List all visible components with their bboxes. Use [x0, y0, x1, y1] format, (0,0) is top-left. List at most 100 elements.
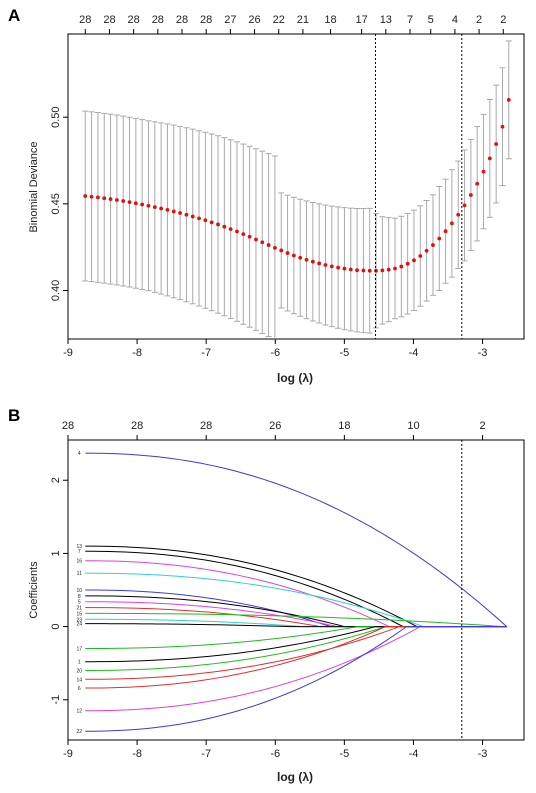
panel-b-y-axis: -1 0 1 2 — [50, 477, 68, 705]
a-deviance-point — [96, 195, 100, 200]
b-y-tick-label: 0 — [50, 624, 62, 630]
b-coefficient-line-label: 13 — [76, 544, 82, 550]
b-coefficient-line-label: 4 — [78, 451, 81, 457]
a-top-tick-label: 2 — [476, 14, 482, 26]
a-top-tick-label: 28 — [152, 14, 164, 26]
b-coefficient-line-label: 12 — [76, 709, 82, 715]
b-coefficient-line-label: 1 — [78, 660, 81, 666]
a-deviance-point — [481, 169, 486, 174]
a-top-tick-label: 27 — [224, 14, 236, 26]
a-deviance-point — [310, 259, 315, 264]
a-deviance-point — [342, 266, 347, 271]
b-y-tick-label: 1 — [50, 550, 62, 556]
a-deviance-point — [348, 267, 353, 272]
b-coefficient-line-label: 23 — [76, 617, 82, 623]
panel-a-label: A — [8, 6, 20, 25]
a-deviance-point — [380, 268, 385, 273]
b-coefficient-line — [85, 572, 507, 628]
b-coefficient-line — [85, 545, 507, 628]
b-coefficient-line-label: 11 — [77, 571, 82, 577]
a-top-tick-label: 28 — [200, 14, 212, 26]
a-deviance-point — [152, 205, 157, 210]
b-coefficient-line-label: 15 — [76, 611, 82, 617]
b-coefficient-line — [85, 550, 507, 628]
b-y-tick-label: 2 — [50, 477, 62, 483]
a-top-tick-label: 26 — [248, 14, 260, 26]
a-deviance-point — [399, 264, 404, 269]
a-top-tick-label: 5 — [428, 14, 434, 26]
a-x-tick-label: -7 — [201, 347, 211, 359]
a-deviance-point — [494, 142, 499, 146]
a-deviance-point — [462, 203, 467, 208]
b-coefficient-line — [85, 626, 507, 671]
b-coefficient-line — [85, 626, 507, 712]
b-coefficient-line-label: 8 — [78, 594, 81, 600]
a-deviance-point — [216, 222, 220, 227]
b-coefficient-line-label: 21 — [76, 606, 82, 612]
a-deviance-point — [114, 198, 119, 202]
a-deviance-point — [506, 97, 511, 102]
b-coefficient-line — [85, 618, 507, 628]
a-deviance-point — [273, 245, 277, 250]
a-deviance-point — [178, 211, 182, 215]
a-deviance-point — [197, 216, 201, 221]
panel-a-reference-lines — [374, 34, 463, 339]
b-coefficient-line — [85, 607, 507, 628]
a-deviance-point — [241, 232, 246, 237]
b-coefficient-line — [85, 452, 508, 627]
panel-a-y-axis: 0.40 0.45 0.50 — [50, 106, 68, 301]
a-deviance-point — [171, 209, 176, 214]
a-top-tick-label: 17 — [356, 14, 368, 26]
panel-a-error-bars — [82, 40, 512, 341]
a-top-tick-label: 4 — [452, 14, 458, 26]
b-top-tick-label: 28 — [131, 420, 143, 432]
a-deviance-point — [323, 263, 328, 267]
b-coefficient-line — [85, 595, 507, 628]
a-top-tick-label: 28 — [128, 14, 140, 26]
b-coefficient-line — [85, 626, 507, 732]
a-deviance-point — [500, 124, 505, 129]
panel-a-x-axis: -9 -8 -7 -6 -5 -4 -3 — [63, 339, 487, 359]
a-deviance-point — [291, 253, 296, 258]
b-x-tick-label: -5 — [339, 748, 349, 760]
a-deviance-point — [468, 193, 473, 197]
a-deviance-point — [203, 218, 208, 223]
b-x-tick-label: -8 — [132, 748, 142, 760]
a-deviance-point — [361, 268, 366, 273]
a-deviance-point — [456, 212, 461, 217]
b-x-tick-label: -3 — [478, 748, 488, 760]
a-deviance-point — [133, 201, 138, 206]
b-x-tick-label: -4 — [409, 748, 419, 760]
a-deviance-point — [228, 227, 233, 232]
b-coefficient-line — [85, 560, 507, 628]
b-coefficient-line — [85, 626, 507, 650]
b-x-tick-label: -6 — [270, 748, 280, 760]
a-deviance-point — [329, 264, 334, 269]
b-top-tick-label: 28 — [200, 420, 212, 432]
b-coefficient-line — [85, 626, 507, 680]
panel-b-coefficient-lines — [85, 452, 508, 732]
b-y-tick-label: -1 — [50, 695, 62, 705]
a-x-tick-label: -5 — [339, 347, 349, 359]
a-top-tick-label: 2 — [500, 14, 506, 26]
a-deviance-point — [317, 261, 322, 266]
a-deviance-point — [127, 200, 132, 204]
b-top-tick-label: 2 — [479, 420, 485, 432]
a-deviance-point — [393, 266, 397, 271]
panel-b-label: B — [8, 406, 20, 425]
a-deviance-point — [412, 258, 416, 263]
a-deviance-point — [475, 181, 480, 186]
b-coefficient-line — [85, 601, 507, 628]
a-deviance-point — [418, 254, 423, 258]
a-top-tick-label: 22 — [273, 14, 285, 26]
panel-a-cv-deviance-plot: 28 28 28 28 28 28 27 26 22 21 18 17 13 7 5 4 2 2 -9 -8 -7 -6… — [28, 14, 525, 385]
panel-a-plot-frame — [67, 33, 525, 340]
a-deviance-point — [165, 207, 170, 212]
a-deviance-point — [431, 243, 435, 247]
panel-b-x-axis-title: log (λ) — [277, 770, 313, 784]
a-x-tick-label: -3 — [478, 347, 488, 359]
a-deviance-point — [108, 197, 113, 202]
b-coefficient-line — [85, 612, 507, 628]
a-deviance-point — [285, 251, 290, 255]
